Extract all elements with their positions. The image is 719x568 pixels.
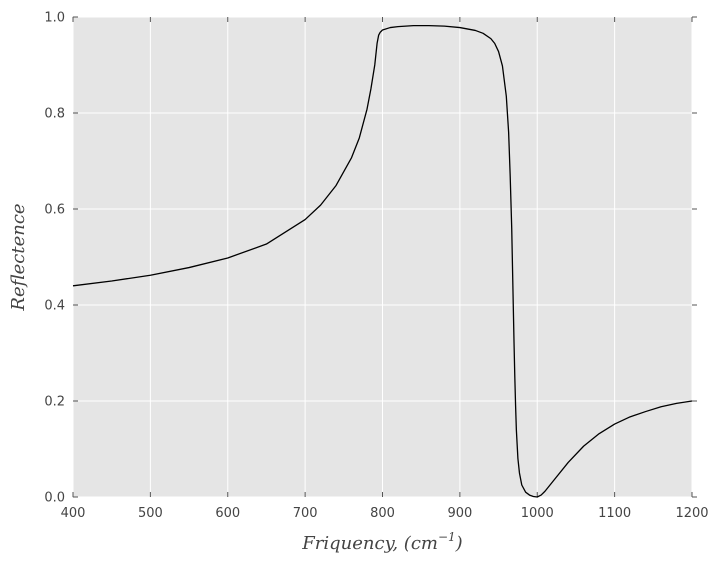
x-tick-label: 900 — [447, 506, 472, 521]
y-tick-label: 0.8 — [44, 107, 65, 122]
y-tick-label: 1.0 — [44, 11, 65, 26]
x-axis-label-main: Friquency, (cm — [301, 533, 438, 554]
y-tick-label: 0.6 — [44, 203, 65, 218]
x-axis-label-superscript: −1 — [438, 530, 456, 544]
x-tick-label: 800 — [370, 506, 395, 521]
x-tick-label: 1200 — [675, 506, 708, 521]
y-axis-label: Reflectence — [8, 203, 29, 311]
y-tick-label: 0.4 — [44, 299, 65, 314]
y-tick-labels: 0.0 0.2 0.4 0.6 0.8 1.0 — [44, 11, 65, 506]
reflectance-line — [72, 24, 693, 498]
x-tick-label: 400 — [61, 506, 86, 521]
x-tick-labels: 400 500 600 700 800 900 1000 1100 1200 — [61, 506, 709, 521]
x-axis-label-close: ) — [455, 533, 463, 554]
axis-ticks — [72, 16, 697, 498]
x-tick-label: 600 — [215, 506, 240, 521]
x-tick-label: 500 — [138, 506, 163, 521]
x-axis-label: Friquency, (cm−1) — [301, 530, 462, 554]
x-tick-label: 700 — [293, 506, 318, 521]
x-tick-label: 1100 — [598, 506, 631, 521]
y-tick-label: 0.2 — [44, 395, 65, 410]
y-tick-label: 0.0 — [44, 491, 65, 506]
x-tick-label: 1000 — [521, 506, 554, 521]
